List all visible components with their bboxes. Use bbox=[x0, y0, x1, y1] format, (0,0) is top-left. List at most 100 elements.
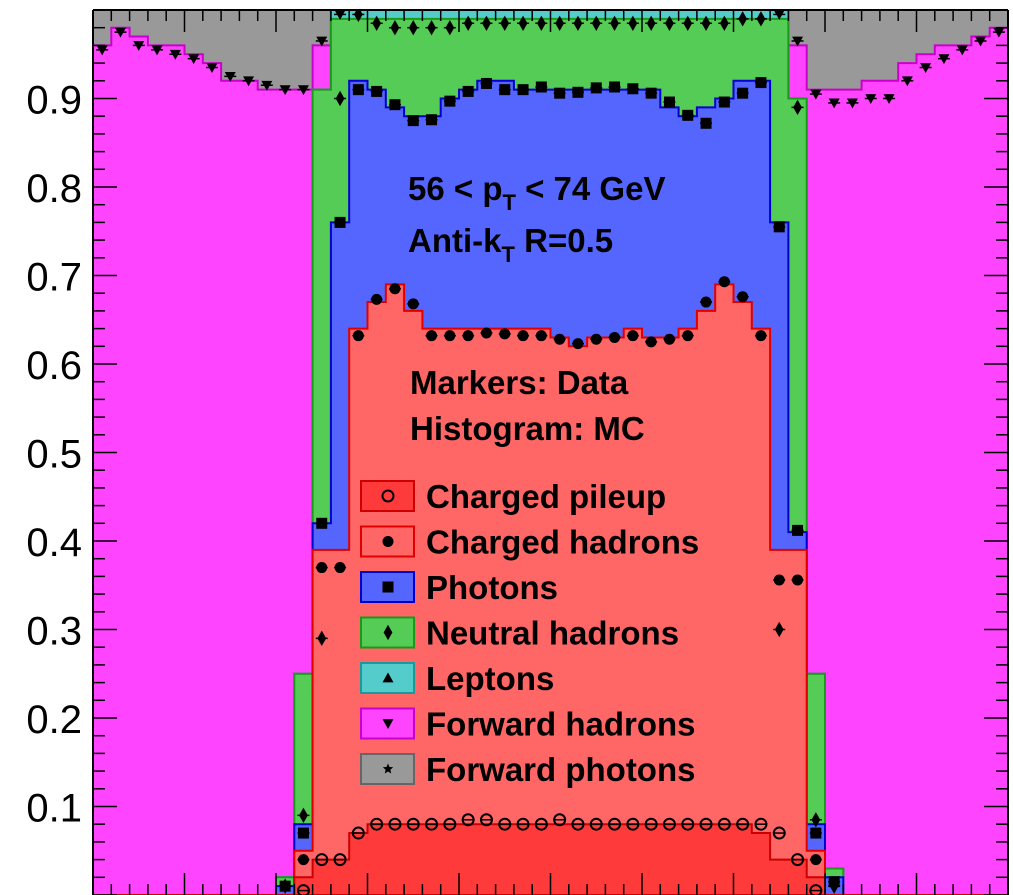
data-marker bbox=[316, 562, 328, 574]
data-marker bbox=[571, 817, 585, 831]
legend-marker bbox=[382, 672, 394, 683]
charged-hadrons-data bbox=[297, 276, 822, 866]
data-marker bbox=[901, 76, 913, 87]
data-marker bbox=[518, 15, 528, 31]
data-marker bbox=[351, 826, 365, 840]
data-marker bbox=[151, 45, 163, 56]
data-marker bbox=[480, 77, 492, 89]
data-marker bbox=[500, 15, 510, 31]
legend-entry: Photons bbox=[360, 569, 558, 606]
data-marker bbox=[499, 328, 511, 340]
legend-marker bbox=[382, 536, 394, 547]
pt-range-label: 56 < pT < 74 GeV bbox=[408, 170, 665, 215]
data-marker bbox=[920, 63, 932, 74]
data-marker bbox=[646, 15, 656, 31]
legend-entry: Neutral hadrons bbox=[360, 615, 679, 652]
data-marker bbox=[389, 99, 401, 111]
legend-label: Forward hadrons bbox=[426, 706, 696, 743]
data-marker bbox=[482, 15, 491, 31]
data-marker bbox=[590, 82, 602, 94]
data-marker bbox=[975, 36, 987, 47]
data-marker bbox=[555, 15, 565, 31]
data-marker bbox=[719, 15, 729, 31]
data-marker bbox=[993, 27, 1005, 38]
legend-marker bbox=[383, 624, 393, 641]
data-marker bbox=[352, 84, 364, 96]
legend: Charged pileup Charged hadrons Photons Neut… bbox=[360, 478, 699, 788]
data-marker bbox=[883, 94, 895, 104]
data-marker bbox=[663, 96, 675, 108]
data-marker bbox=[425, 817, 439, 831]
data-marker bbox=[334, 216, 346, 228]
data-marker bbox=[628, 15, 638, 31]
data-marker bbox=[316, 517, 328, 529]
data-marker bbox=[480, 327, 492, 339]
data-marker bbox=[774, 621, 784, 638]
data-marker bbox=[517, 84, 529, 96]
data-marker bbox=[736, 817, 750, 831]
y-tick-label: 0.5 bbox=[26, 433, 82, 477]
data-marker bbox=[426, 114, 438, 126]
legend-label: Leptons bbox=[426, 660, 554, 697]
legend-marker bbox=[382, 581, 394, 593]
data-marker bbox=[956, 45, 968, 56]
data-marker bbox=[536, 15, 546, 31]
data-marker bbox=[810, 89, 822, 100]
data-marker bbox=[663, 333, 675, 345]
data-marker bbox=[865, 94, 877, 104]
data-marker bbox=[352, 330, 364, 342]
data-marker bbox=[296, 884, 310, 895]
photons-data bbox=[279, 77, 841, 892]
plot-area bbox=[93, 10, 1008, 895]
data-marker bbox=[810, 854, 822, 866]
data-marker bbox=[461, 813, 475, 827]
data-marker bbox=[608, 817, 622, 831]
data-marker bbox=[426, 330, 438, 342]
data-marker bbox=[444, 330, 456, 342]
forward-hadrons-data bbox=[96, 10, 1005, 109]
data-marker bbox=[516, 817, 530, 831]
data-marker bbox=[462, 85, 474, 97]
data-marker bbox=[114, 27, 126, 38]
data-marker bbox=[665, 15, 674, 31]
data-marker bbox=[809, 884, 823, 895]
data-marker bbox=[443, 817, 457, 831]
legend-swatch bbox=[360, 480, 415, 512]
data-marker bbox=[316, 36, 328, 47]
data-marker bbox=[370, 817, 384, 831]
data-marker bbox=[553, 813, 567, 827]
y-tick-label: 0.2 bbox=[26, 698, 82, 742]
data-marker bbox=[498, 817, 512, 831]
data-marker bbox=[371, 85, 383, 97]
data-marker bbox=[535, 330, 547, 342]
data-marker bbox=[169, 49, 181, 60]
data-marker bbox=[406, 817, 420, 831]
legend-swatch bbox=[360, 662, 415, 694]
data-marker bbox=[846, 98, 858, 109]
data-marker bbox=[756, 11, 766, 27]
data-marker bbox=[133, 41, 145, 51]
data-marker bbox=[388, 817, 402, 831]
data-marker bbox=[737, 291, 749, 303]
data-marker bbox=[372, 15, 382, 31]
data-marker bbox=[407, 298, 419, 310]
data-marker bbox=[279, 880, 291, 892]
charged-pileup-data bbox=[296, 813, 823, 895]
data-marker bbox=[408, 20, 418, 36]
y-axis-tick-labels: 0.1 0.2 0.3 0.4 0.5 0.6 0.7 0.8 0.9 bbox=[26, 79, 82, 831]
legend-marker bbox=[381, 489, 395, 503]
y-tick-label: 0.4 bbox=[26, 521, 82, 565]
data-marker bbox=[243, 76, 255, 87]
data-marker bbox=[224, 71, 236, 82]
jet-algorithm-label: Anti-kT R=0.5 bbox=[408, 222, 613, 267]
data-marker bbox=[682, 109, 694, 121]
legend-label: Neutral hadrons bbox=[426, 615, 679, 652]
data-marker bbox=[791, 853, 805, 867]
data-marker bbox=[499, 84, 511, 96]
y-tick-label: 0.8 bbox=[26, 167, 82, 211]
data-marker bbox=[407, 115, 419, 127]
markers-note: Markers: Data bbox=[410, 364, 629, 401]
data-marker bbox=[535, 81, 547, 93]
data-marker bbox=[462, 330, 474, 342]
data-marker bbox=[589, 817, 603, 831]
